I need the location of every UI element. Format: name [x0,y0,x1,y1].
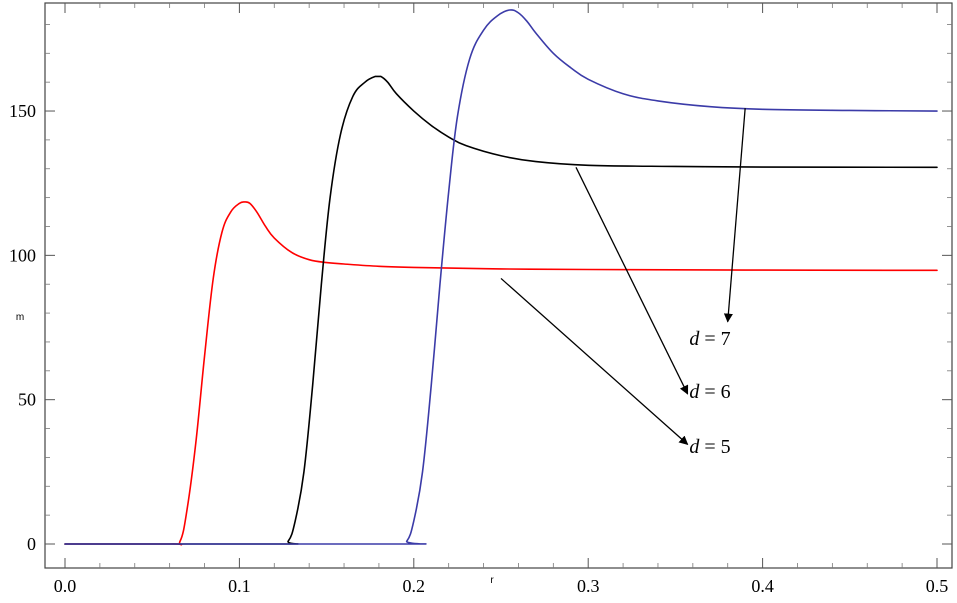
x-tick-label: 0.5 [926,576,949,596]
x-tick-label: 0.1 [228,576,251,596]
series-line-1 [64,201,938,546]
annotation-variable: d [689,328,700,350]
x-tick-label: 0.0 [54,576,77,596]
annotation-arrow [723,108,746,323]
y-axis-label: m [16,312,24,323]
series-line-3 [64,9,938,545]
y-tick-label: 150 [9,101,36,121]
annotation-label: d = 7 [689,328,730,350]
annotation-label: d = 5 [689,436,730,458]
annotation-value: = 6 [699,381,730,403]
x-tick-label: 0.2 [403,576,426,596]
annotation-variable: d [689,436,700,458]
x-axis-label: r [490,575,494,586]
annotation-arrow [575,167,689,395]
y-tick-label: 0 [27,534,36,554]
annotation-label: d = 6 [689,381,730,403]
annotation-value: = 7 [699,328,730,350]
x-tick-label: 0.3 [577,576,600,596]
plot-frame [44,2,953,569]
y-tick-label: 100 [9,245,36,265]
annotation-arrow [500,277,689,446]
y-tick-label: 50 [18,390,36,410]
annotation-variable: d [689,381,700,403]
series-line-2 [64,75,938,545]
annotation-value: = 5 [699,436,730,458]
x-tick-label: 0.4 [751,576,774,596]
